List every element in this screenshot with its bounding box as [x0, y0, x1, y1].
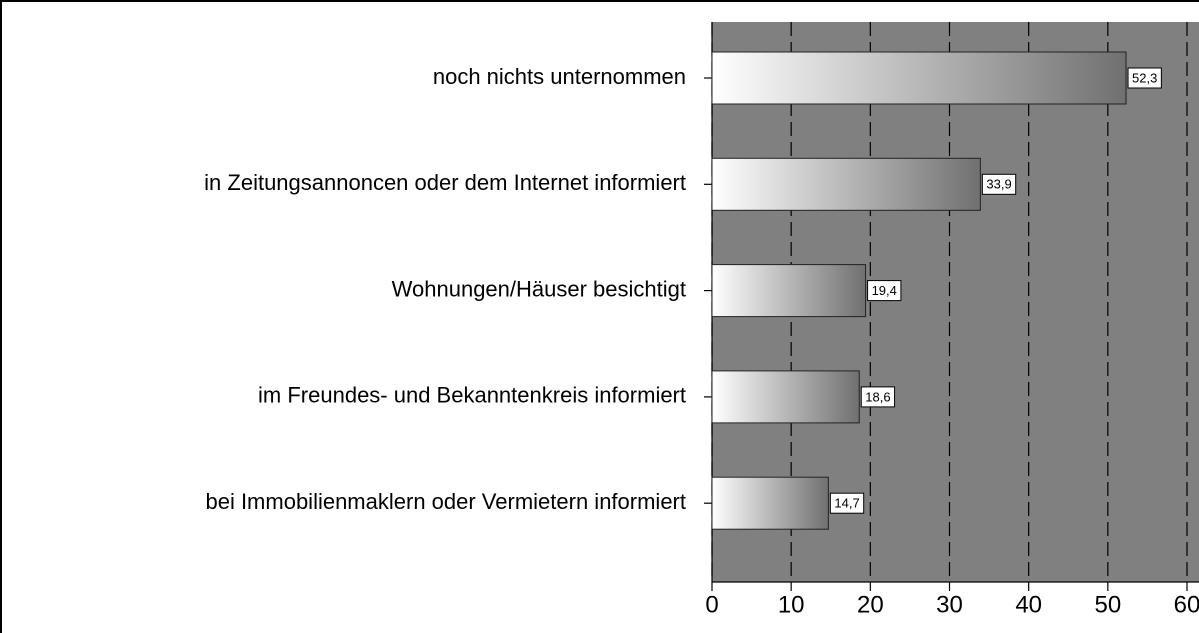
y-tick-label: bei Immobilienmaklern oder Vermietern in…	[205, 489, 686, 514]
x-tick-label: 10	[778, 591, 805, 618]
value-label-box	[981, 173, 1017, 195]
bar	[711, 264, 867, 318]
y-tick-label: in Zeitungsannoncen oder dem Internet in…	[204, 170, 686, 195]
value-label: 33,9	[986, 177, 1011, 192]
x-tick-label: 30	[936, 591, 963, 618]
x-tick-label: 20	[857, 591, 884, 618]
x-tick-label: 60	[1174, 591, 1199, 618]
y-tick-label: im Freundes- und Bekanntenkreis informie…	[258, 383, 686, 408]
value-label: 14,7	[834, 496, 859, 511]
value-label-box	[829, 492, 865, 514]
value-label: 19,4	[872, 283, 897, 298]
value-label: 52,3	[1132, 70, 1157, 85]
bar	[711, 370, 860, 424]
bar	[711, 476, 829, 530]
y-tick-label: Wohnungen/Häuser besichtigt	[392, 276, 686, 301]
x-tick-label: 0	[705, 591, 718, 618]
y-tick-label: noch nichts unternommen	[433, 64, 686, 89]
value-label-box	[860, 386, 896, 408]
value-label: 18,6	[865, 389, 890, 404]
bar	[711, 51, 1127, 105]
x-tick-label: 40	[1015, 591, 1042, 618]
bar	[711, 157, 981, 211]
value-label-box	[867, 280, 902, 302]
value-label-box	[1127, 67, 1162, 89]
x-tick-label: 50	[1094, 591, 1121, 618]
